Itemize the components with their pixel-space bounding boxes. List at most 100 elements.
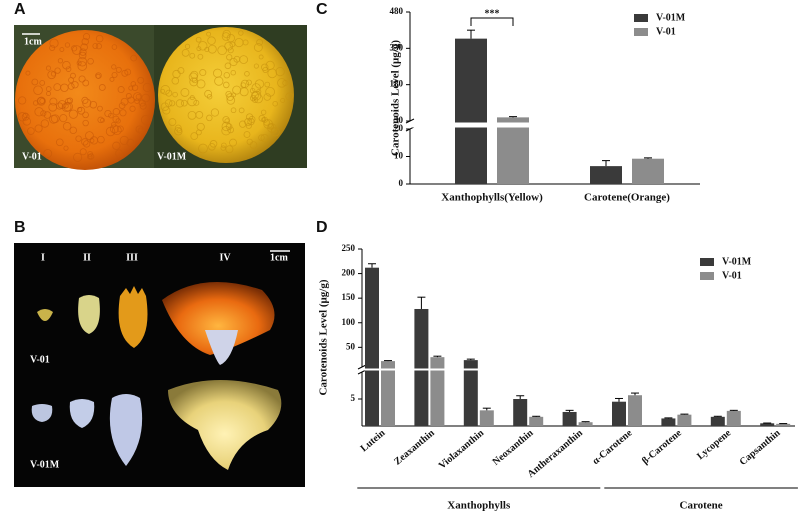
petal [87,153,95,160]
petal [221,121,232,132]
petal [115,66,122,73]
petal [168,118,177,127]
x-tick-label: Violaxanthin [437,427,487,471]
flower-orange [15,30,155,170]
petal [127,96,135,104]
bar [430,357,445,426]
petal [95,43,102,50]
petal [160,88,165,94]
petal [32,100,39,106]
petal [175,99,185,108]
petal [25,70,31,76]
group-label: Carotene [680,500,723,512]
petal [206,94,213,100]
legend-label: V-01 [722,270,742,281]
petal [62,60,71,70]
petal [180,88,190,97]
petal [209,140,218,148]
x-tick-label: α-Carotene [590,427,634,467]
petal [55,138,64,147]
petal [230,107,237,114]
petal [75,135,82,142]
petal [63,101,73,112]
petal [126,138,135,147]
petal [238,107,245,114]
buds [31,282,282,470]
petal [174,124,182,132]
petal-texture [17,29,294,162]
petal [137,76,145,84]
petal [226,33,235,43]
petal [45,65,51,71]
petal [54,67,61,74]
petal [140,114,151,125]
petal [81,138,89,146]
petal [62,122,72,131]
petal [198,143,208,154]
group-label: Xanthophylls [447,500,511,512]
legend-label: V-01M [656,12,686,23]
petal [59,114,68,123]
petal [169,100,176,107]
scale-label: 1cm [270,252,288,263]
petal [115,118,121,124]
petal [142,82,152,92]
petal [225,145,234,154]
petal [184,43,191,49]
petal [258,134,265,141]
petal [117,86,125,94]
petal [134,98,140,104]
y-tick-label: 0 [399,178,404,188]
petal [71,45,78,52]
petal [82,79,90,87]
petal [125,93,132,99]
petal [95,34,104,43]
petal [78,51,87,60]
petal [89,136,99,145]
petal [198,41,208,51]
petal [119,135,129,145]
petal [105,126,116,137]
x-tick-label: Carotene(Orange) [584,192,670,204]
bar [414,308,429,426]
petal [81,96,89,104]
petal [180,99,188,107]
axis-break [357,369,367,375]
bar [578,422,593,426]
photo-label: V-01 [22,151,42,162]
petal [162,106,171,115]
petal [49,38,59,48]
x-tick-label: Xanthophylls(Yellow) [441,192,543,204]
petal [187,96,197,107]
petal [224,62,232,70]
panel-label: A [14,1,26,18]
petal [195,129,202,136]
petal [79,148,87,156]
bar [529,416,544,426]
petal [265,86,275,97]
petal [277,78,287,88]
bar [479,410,494,426]
petal [108,112,114,119]
petal [27,127,35,135]
petal [92,43,99,49]
legend-swatch [634,14,648,22]
petal [63,145,69,151]
petal [139,102,147,110]
petal [230,70,236,76]
petal [188,72,198,82]
petal [77,61,88,71]
y-axis-title: Carotenoids Level (μg/g) [318,279,330,395]
petal [64,42,71,48]
petal [43,111,52,119]
petal [226,96,236,105]
petal [189,52,196,59]
petal [22,112,29,118]
petal [133,92,142,102]
petal [217,45,227,56]
petal [244,71,250,77]
petal [82,111,89,119]
panel-label: D [316,219,328,236]
petal [243,131,251,138]
petal [207,44,217,54]
